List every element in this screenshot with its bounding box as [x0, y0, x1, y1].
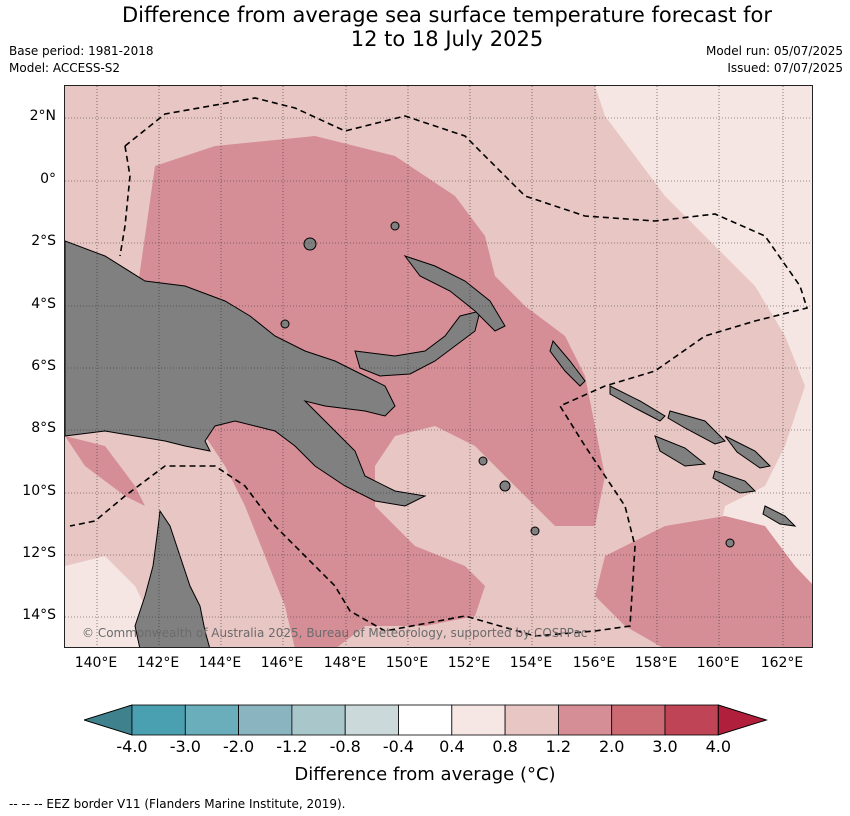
- sst-band-1-2-2-0-southeast: [595, 516, 812, 647]
- land-santa-isabel: [667, 410, 726, 445]
- land-cape-york: [134, 509, 210, 647]
- lon-label-154e: 154°E: [509, 655, 553, 671]
- colorbar-swatch: [451, 704, 506, 736]
- colorbar-title: Difference from average (°C): [294, 764, 556, 785]
- colorbar-tick-label: -4.0: [116, 737, 148, 756]
- land-choiseul: [609, 385, 666, 422]
- title-line-1: Difference from average sea surface temp…: [122, 3, 772, 27]
- land-island-small-2: [280, 319, 290, 329]
- land-new-guinea: [65, 240, 427, 507]
- land-manus: [303, 237, 317, 251]
- colorbar-tick-label: -1.2: [276, 737, 308, 756]
- colorbar: [84, 704, 768, 736]
- land-island-small-1: [390, 221, 400, 231]
- land-island-small-6: [725, 538, 735, 548]
- lat-label-8s: 8°S: [31, 420, 56, 436]
- sst-band-0-4-0-8-east: [595, 86, 812, 647]
- colorbar-tick-label: 0.4: [439, 737, 465, 756]
- colorbar-swatch: [611, 704, 666, 736]
- colorbar-swatch: [291, 704, 346, 736]
- lon-label-162e: 162°E: [760, 655, 804, 671]
- lon-label-150e: 150°E: [385, 655, 429, 671]
- copyright-text: © Commonwealth of Australia 2025, Bureau…: [82, 626, 588, 640]
- chart-title: Difference from average sea surface temp…: [0, 3, 850, 51]
- colorbar-tick-label: -0.4: [382, 737, 415, 756]
- colorbar-tick-label: -0.8: [329, 737, 361, 756]
- lon-label-160e: 160°E: [696, 655, 740, 671]
- colorbar-swatch: [131, 704, 186, 736]
- lat-label-2s: 2°S: [31, 233, 56, 249]
- colorbar-tick-label: 1.2: [545, 737, 572, 756]
- meta-right: Model run: 05/07/2025 Issued: 07/07/2025: [706, 43, 843, 77]
- colorbar-tick-label: 4.0: [705, 737, 732, 756]
- lon-label-148e: 148°E: [323, 655, 367, 671]
- issued-date: Issued: 07/07/2025: [727, 61, 843, 75]
- lat-label-14s: 14°S: [22, 607, 56, 623]
- land-makira: [712, 470, 757, 494]
- land-guadalcanal: [654, 435, 707, 467]
- lon-label-140e: 140°E: [74, 655, 118, 671]
- model-run: Model run: 05/07/2025: [705, 44, 843, 58]
- colorbar-tick-label: 0.8: [492, 737, 518, 756]
- colorbar-tick-label: -3.0: [169, 737, 201, 756]
- lat-label-6s: 6°S: [31, 358, 56, 374]
- lon-label-156e: 156°E: [572, 655, 616, 671]
- lon-label-152e: 152°E: [447, 655, 491, 671]
- lat-label-10s: 10°S: [22, 483, 56, 499]
- gridlines: [65, 86, 812, 647]
- colorbar-swatch: [664, 704, 719, 736]
- colorbar-swatch: [557, 704, 613, 736]
- lat-label-4s: 4°S: [31, 296, 56, 312]
- land-island-small-4: [499, 480, 511, 492]
- colorbar-tick-label: 3.0: [652, 737, 678, 756]
- land-bougainville: [549, 339, 586, 387]
- lat-label-0: 0°: [40, 171, 56, 187]
- lon-label-144e: 144°E: [198, 655, 242, 671]
- map-svg: [65, 86, 812, 647]
- eez-footnote: -- -- -- EEZ border V11 (Flanders Marine…: [9, 797, 346, 811]
- model-name: Model: ACCESS-S2: [9, 61, 121, 75]
- lon-label-146e: 146°E: [260, 655, 304, 671]
- lon-label-158e: 158°E: [634, 655, 678, 671]
- colorbar-swatch-extend-low: [84, 704, 133, 736]
- colorbar-swatch: [184, 704, 240, 736]
- lat-label-2n: 2°N: [29, 108, 56, 124]
- colorbar-swatch: [504, 704, 559, 736]
- land-island-small-5: [530, 526, 540, 536]
- lon-label-142e: 142°E: [136, 655, 180, 671]
- land-island-small-3: [478, 456, 488, 466]
- land-malaita: [724, 435, 772, 469]
- base-period: Base period: 1981-2018: [9, 44, 154, 58]
- eez-border-west: [119, 145, 131, 257]
- land-rennell: [762, 505, 797, 527]
- eez-border-png: [69, 97, 809, 637]
- colorbar-swatch: [344, 704, 399, 736]
- lat-label-12s: 12°S: [22, 545, 56, 561]
- map-panel[interactable]: © Commonwealth of Australia 2025, Bureau…: [64, 85, 813, 648]
- title-line-2: 12 to 18 July 2025: [350, 27, 544, 51]
- colorbar-swatch: [398, 704, 453, 736]
- colorbar-swatch: [238, 704, 293, 736]
- sst-band-1-2-2-0-west: [65, 436, 145, 506]
- land-new-britain: [354, 310, 481, 377]
- colorbar-swatches: [84, 704, 768, 736]
- colorbar-tick-label: -2.0: [222, 737, 255, 756]
- meta-left: Base period: 1981-2018 Model: ACCESS-S2: [9, 43, 154, 77]
- colorbar-swatch-extend-high: [717, 704, 768, 736]
- land-new-ireland: [403, 255, 506, 332]
- colorbar-tick-label: 2.0: [598, 737, 625, 756]
